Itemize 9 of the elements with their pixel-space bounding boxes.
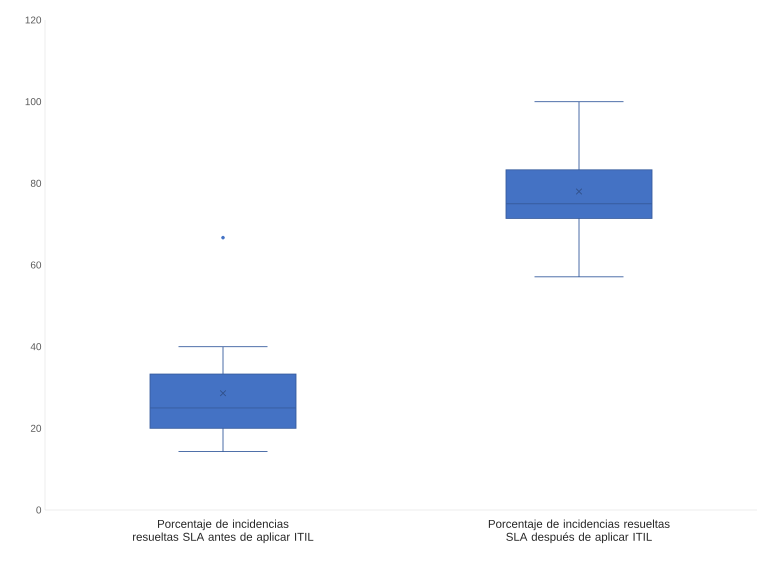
y-tick-label: 80: [30, 180, 42, 187]
x-tick-label: Porcentaje de incidencias resueltas SLA antes de aplicar ITIL: [133, 520, 314, 544]
y-tick-label: 40: [30, 343, 42, 350]
y-tick-label: 20: [30, 424, 42, 432]
y-tick-label: 120: [26, 16, 42, 24]
x-tick-label: Porcentaje de incidencias resueltas SLA después de aplicar ITIL: [488, 520, 670, 544]
y-tick-label: 100: [26, 98, 42, 106]
y-tick-label: 0: [36, 506, 42, 514]
y-tick-label: 60: [30, 261, 42, 269]
